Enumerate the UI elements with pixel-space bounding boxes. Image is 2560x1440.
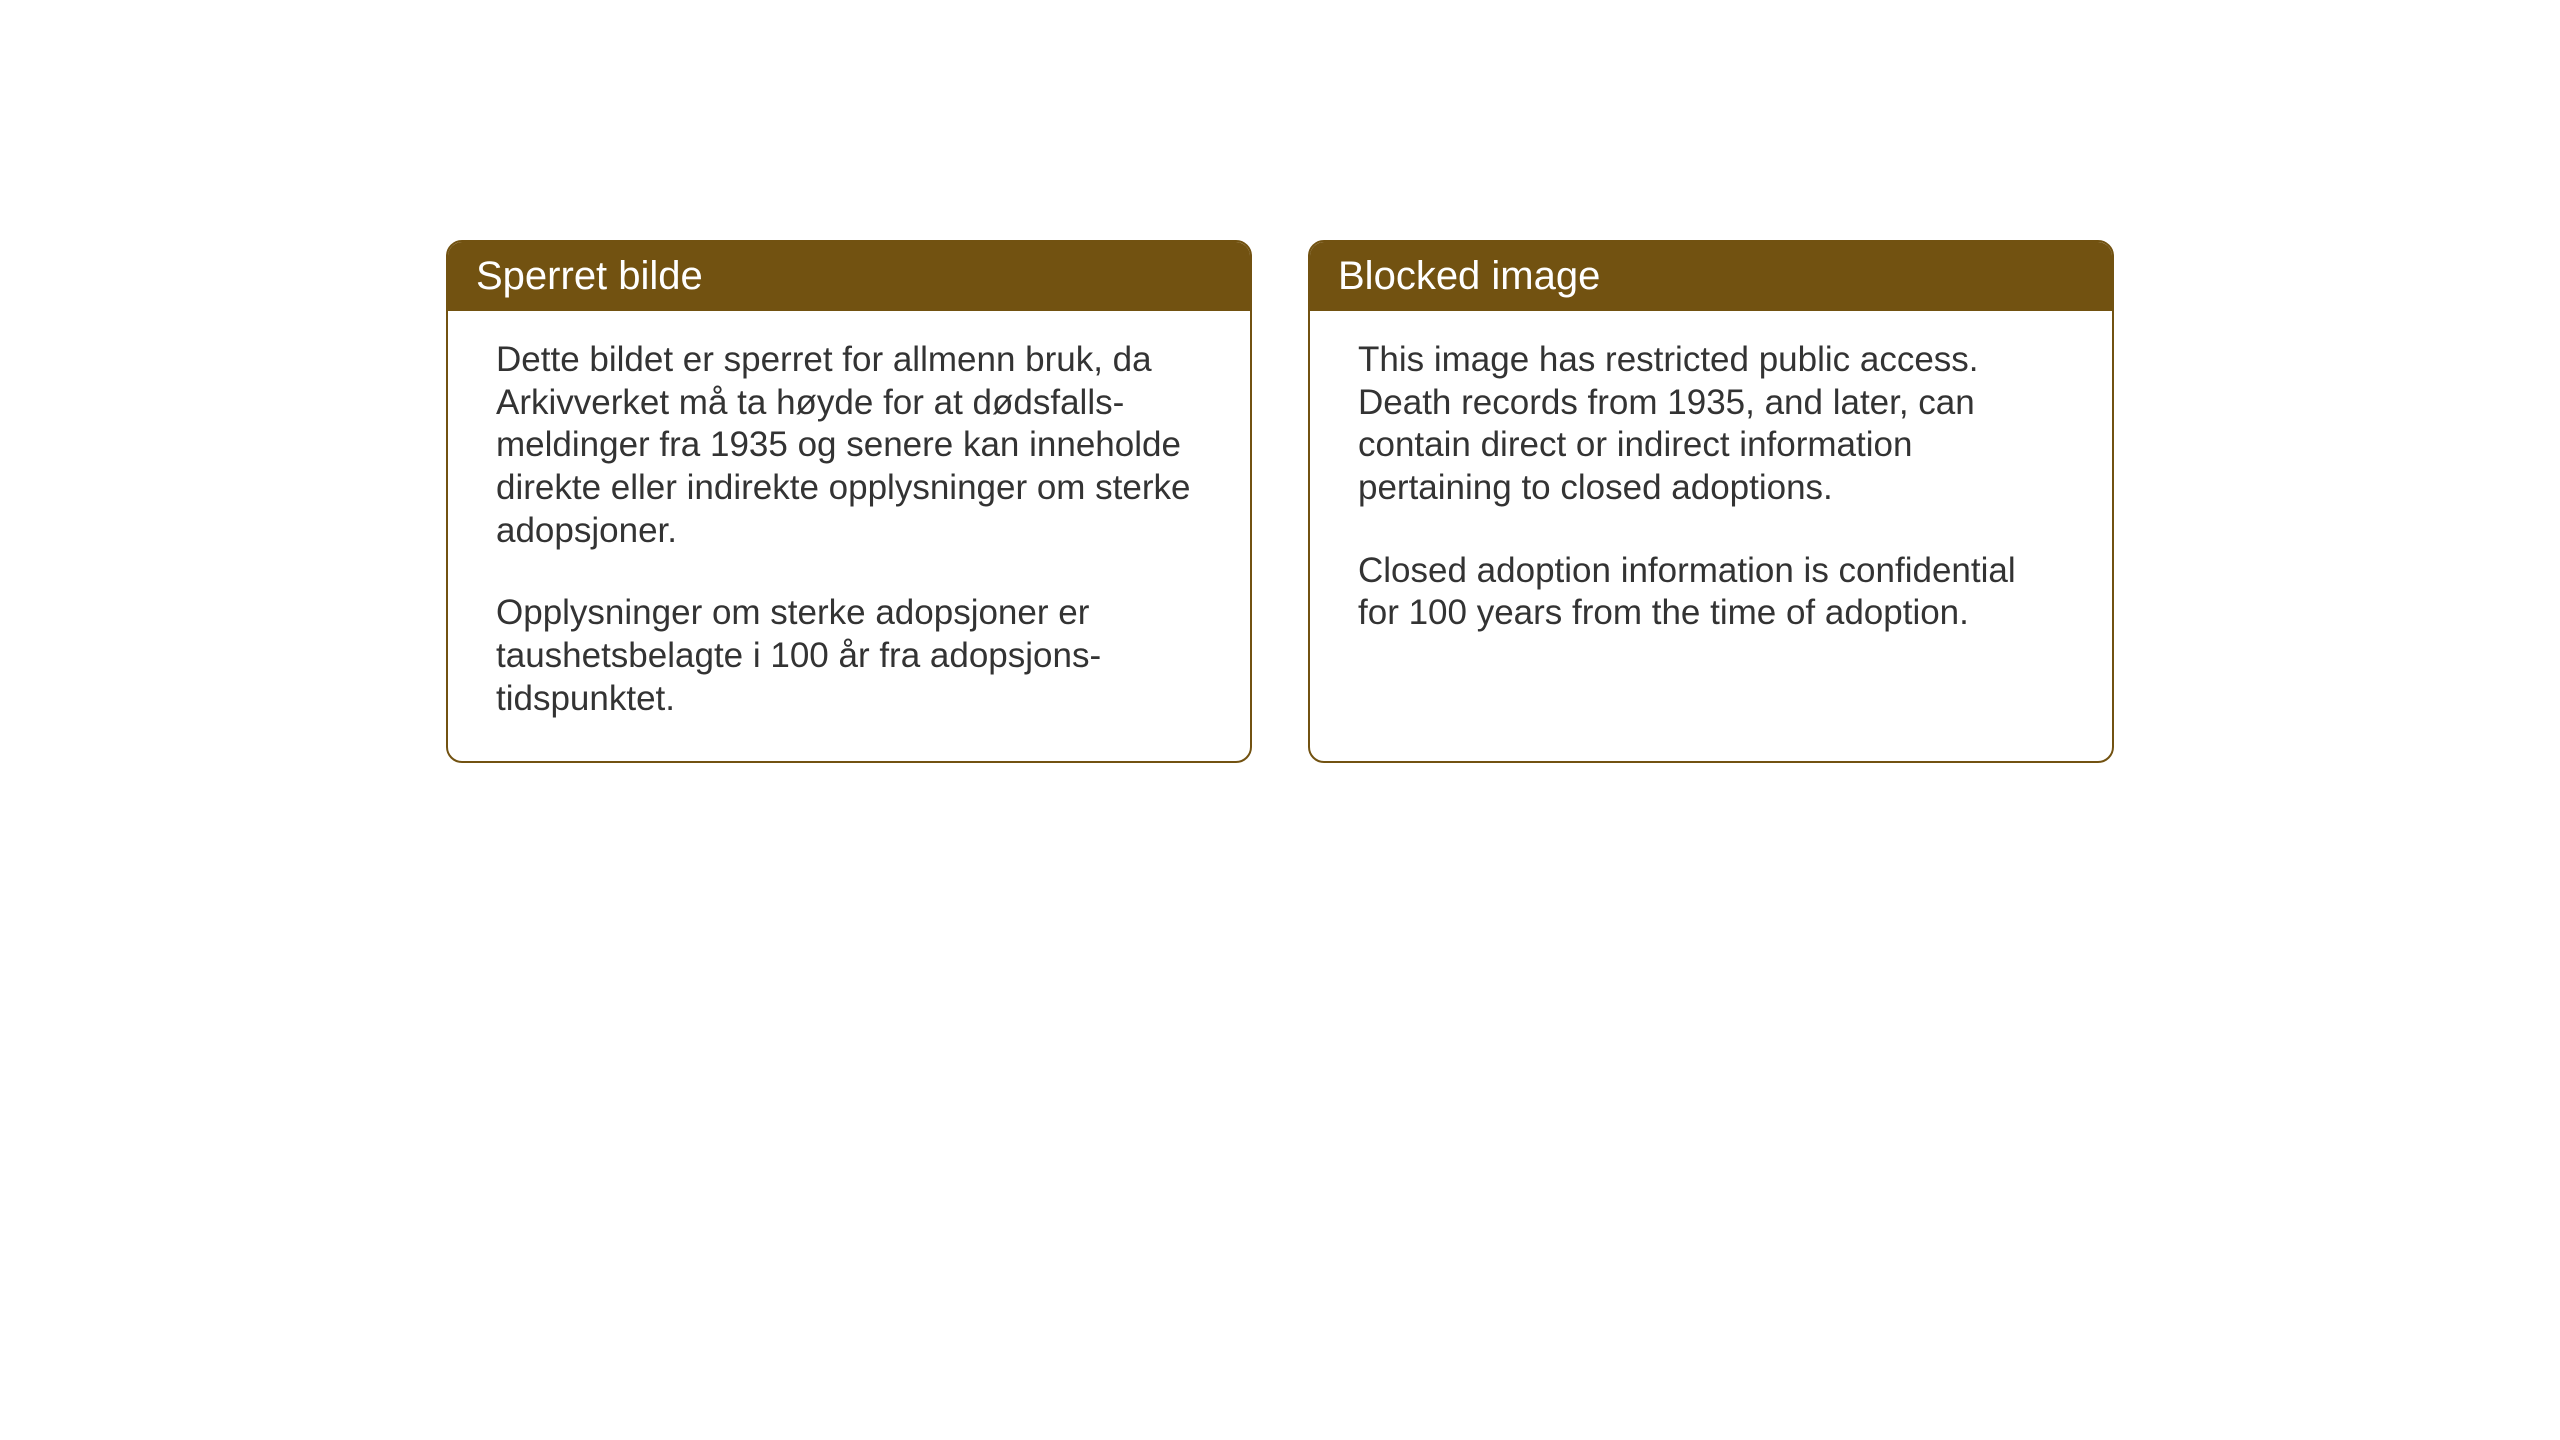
norwegian-paragraph-2: Opplysninger om sterke adopsjoner er tau…	[496, 592, 1202, 720]
english-paragraph-2: Closed adoption information is confident…	[1358, 550, 2064, 635]
english-notice-card: Blocked image This image has restricted …	[1308, 240, 2114, 763]
english-card-body: This image has restricted public access.…	[1310, 311, 2112, 675]
english-paragraph-1: This image has restricted public access.…	[1358, 339, 2064, 510]
norwegian-paragraph-1: Dette bildet er sperret for allmenn bruk…	[496, 339, 1202, 552]
norwegian-card-body: Dette bildet er sperret for allmenn bruk…	[448, 311, 1250, 761]
norwegian-notice-card: Sperret bilde Dette bildet er sperret fo…	[446, 240, 1252, 763]
norwegian-card-title: Sperret bilde	[448, 242, 1250, 311]
cards-container: Sperret bilde Dette bildet er sperret fo…	[446, 240, 2114, 763]
english-card-title: Blocked image	[1310, 242, 2112, 311]
